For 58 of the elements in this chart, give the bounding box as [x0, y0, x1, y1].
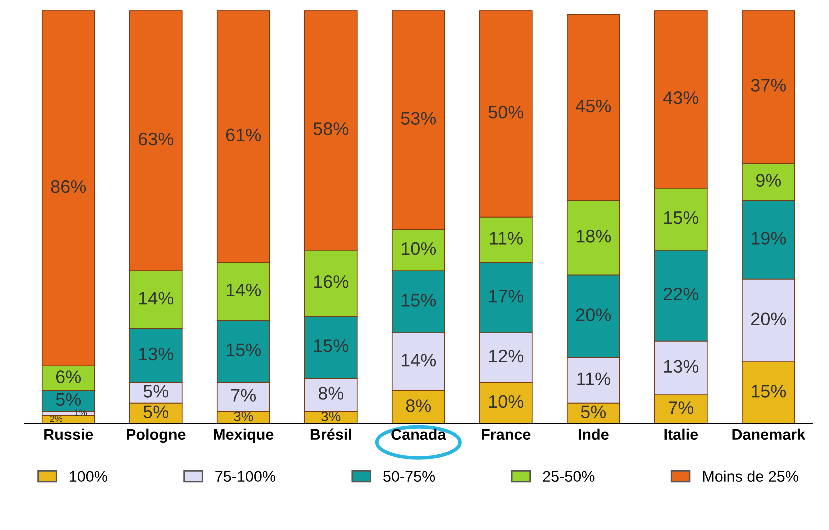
- data-label: 43%: [664, 92, 699, 104]
- data-label: 20%: [576, 308, 612, 322]
- data-label: 15%: [752, 385, 786, 398]
- data-label: 11%: [490, 232, 523, 245]
- data-label: 3%: [234, 412, 254, 422]
- data-label: 2%: [50, 416, 63, 422]
- data-label: 63%: [138, 132, 174, 146]
- data-label: 14%: [226, 284, 262, 296]
- x-tick-label: Inde: [578, 428, 609, 440]
- legend-label: 25-50%: [543, 471, 595, 482]
- data-label: 7%: [669, 402, 694, 414]
- data-label: 12%: [489, 350, 524, 363]
- data-label: 14%: [139, 292, 174, 305]
- data-label: 9%: [756, 174, 782, 188]
- data-label: 8%: [318, 387, 344, 400]
- x-tick-label: Pologne: [127, 428, 186, 444]
- x-tick-label: Danemark: [732, 428, 806, 440]
- x-tick-label: Brésil: [310, 428, 352, 440]
- data-label: 11%: [578, 372, 610, 386]
- data-label: 15%: [402, 294, 436, 307]
- data-label: 58%: [314, 122, 349, 136]
- data-label: 53%: [401, 112, 436, 125]
- data-label: 13%: [139, 348, 174, 361]
- data-label: 18%: [576, 230, 612, 243]
- data-label: 14%: [402, 354, 436, 367]
- data-label: 15%: [226, 344, 262, 356]
- data-label: 16%: [314, 276, 349, 288]
- data-label: 8%: [406, 400, 432, 412]
- data-label: 13%: [664, 360, 699, 374]
- data-label: 19%: [752, 232, 786, 245]
- data-label: 7%: [232, 389, 256, 402]
- x-tick-label: Canada: [392, 428, 446, 440]
- x-tick-label: Italie: [664, 428, 698, 440]
- data-label: 15%: [664, 212, 699, 224]
- x-tick-label: France: [482, 429, 531, 440]
- data-label: 37%: [751, 79, 786, 92]
- data-label: 10%: [402, 242, 436, 256]
- x-tick-label: Mexique: [214, 428, 274, 444]
- data-label: 61%: [226, 128, 262, 142]
- x-tick-label: Russie: [44, 428, 94, 440]
- data-label: 20%: [752, 312, 786, 326]
- data-label: 22%: [664, 288, 699, 301]
- legend-label: 50-75%: [384, 471, 436, 482]
- legend-label: Moins de 25%: [703, 470, 798, 482]
- data-label: 6%: [56, 370, 82, 384]
- data-label: 5%: [56, 393, 82, 406]
- data-label: 45%: [576, 100, 612, 113]
- data-label: 10%: [489, 395, 524, 408]
- data-label: 5%: [581, 406, 606, 419]
- legend-label: 75-100%: [216, 471, 276, 482]
- data-label: 5%: [144, 385, 169, 398]
- data-label: 86%: [51, 180, 86, 194]
- data-label: 5%: [144, 406, 169, 419]
- data-label: 15%: [314, 340, 349, 352]
- data-label: 3%: [322, 412, 341, 422]
- legend-label: 100%: [70, 471, 108, 482]
- data-label: 50%: [488, 106, 524, 119]
- data-label: 17%: [489, 290, 524, 303]
